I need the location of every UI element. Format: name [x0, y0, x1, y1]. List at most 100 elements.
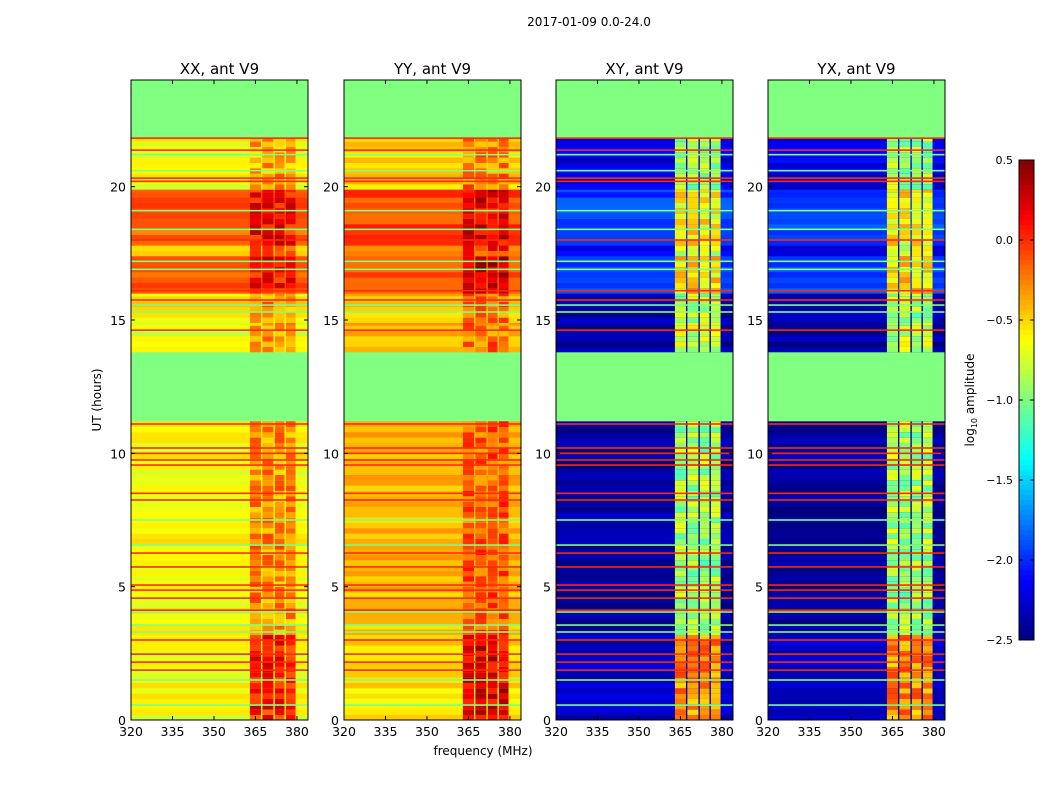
heatmap-cell [699, 301, 710, 307]
heatmap-cell [487, 189, 498, 193]
heatmap-cell [674, 336, 686, 342]
heatmap-cell [687, 272, 699, 278]
heatmap-cell [498, 474, 509, 481]
heatmap-cell [249, 296, 261, 302]
flagged-row-line [344, 624, 521, 626]
heatmap-cell [487, 250, 498, 257]
heatmap-cell [710, 624, 721, 630]
rfi-row-line [768, 597, 945, 599]
heatmap-cell [886, 189, 898, 193]
heatmap-cell [344, 330, 521, 337]
heatmap-cell [475, 240, 487, 246]
heatmap-cell [674, 261, 686, 267]
colorbar-swatch [1019, 285, 1034, 291]
flagged-row-line [768, 519, 945, 521]
colorbar-swatch [1019, 275, 1034, 281]
heatmap-cell [249, 672, 261, 678]
heatmap-cell [886, 306, 898, 313]
heatmap-cell [131, 554, 308, 561]
heatmap-cell [285, 549, 296, 555]
heatmap-cell [285, 597, 296, 603]
heatmap-cell [498, 464, 509, 470]
heatmap-cell [475, 301, 487, 307]
heatmap-cell [285, 250, 296, 257]
heatmap-cell [922, 661, 933, 667]
heatmap-cell [344, 544, 521, 550]
heatmap-cell [262, 512, 274, 518]
heatmap-cell [710, 282, 721, 289]
heatmap-cell [344, 322, 521, 326]
heatmap-cell [285, 581, 296, 587]
flagged-row-line [768, 624, 945, 626]
heatmap-cell [475, 341, 487, 347]
heatmap-cell [687, 597, 699, 603]
rfi-row-line [768, 180, 945, 183]
heatmap-cell [285, 426, 296, 433]
rfi-row-line [131, 289, 308, 292]
heatmap-cell [475, 672, 487, 678]
heatmap-cell [344, 506, 521, 513]
flagged-row-line [768, 169, 945, 172]
heatmap-cell [274, 173, 285, 179]
heatmap-cell [487, 218, 498, 225]
heatmap-cell [131, 661, 308, 667]
heatmap-cell [462, 432, 474, 438]
heatmap-cell [768, 581, 945, 587]
heatmap-cell [462, 240, 474, 246]
heatmap-cell [274, 141, 285, 147]
heatmap-cell [922, 602, 933, 609]
heatmap-cell [710, 581, 721, 587]
rfi-row-line [131, 552, 308, 554]
heatmap-cell [274, 256, 285, 262]
heatmap-cell [710, 184, 721, 190]
heatmap-cell [886, 602, 898, 609]
heatmap-cell [674, 229, 686, 235]
colorbar-swatch [1019, 260, 1034, 266]
colorbar-swatch [1019, 295, 1034, 301]
colorbar-swatch [1019, 435, 1034, 441]
heatmap-cell [674, 538, 686, 545]
heatmap-cell [285, 346, 296, 353]
heatmap-cell [498, 565, 509, 571]
heatmap-cell [462, 528, 474, 534]
heatmap-cell [462, 469, 474, 475]
heatmap-cell [674, 602, 686, 609]
heatmap-cell [710, 240, 721, 246]
heatmap-cell [699, 549, 710, 555]
rfi-row-line [131, 180, 308, 183]
heatmap-cell [899, 138, 911, 142]
heatmap-cell [498, 458, 509, 465]
heatmap-cell [285, 538, 296, 545]
heatmap-cell [274, 325, 285, 331]
heatmap-cell [710, 512, 721, 518]
heatmap-cell [886, 624, 898, 630]
rfi-row-line [556, 423, 733, 425]
rfi-row-line [768, 653, 945, 655]
heatmap-cell [674, 581, 686, 587]
heatmap-cell [886, 570, 898, 577]
heatmap-cell [687, 437, 699, 443]
heatmap-cell [498, 496, 509, 502]
heatmap-cell [768, 250, 945, 257]
heatmap-cell [699, 714, 710, 721]
heatmap-cell [922, 301, 933, 307]
heatmap-cell [487, 704, 498, 710]
rfi-row-line [131, 459, 308, 461]
heatmap-cell [487, 224, 498, 230]
heatmap-cell [768, 277, 945, 283]
heatmap-cell [131, 213, 308, 219]
heatmap-cell [462, 645, 474, 651]
heatmap-cell [687, 570, 699, 577]
rfi-row-line [344, 566, 521, 568]
heatmap-cell [249, 480, 261, 486]
heatmap-cell [899, 322, 911, 326]
rfi-row-line [556, 566, 733, 568]
heatmap-cell [475, 442, 487, 449]
heatmap-cell [556, 277, 733, 283]
heatmap-cell [285, 714, 296, 721]
rfi-row-line [344, 299, 521, 301]
heatmap-cell [710, 341, 721, 347]
heatmap-cell [911, 296, 922, 302]
heatmap-cell [911, 432, 922, 438]
heatmap-cell [710, 293, 721, 297]
